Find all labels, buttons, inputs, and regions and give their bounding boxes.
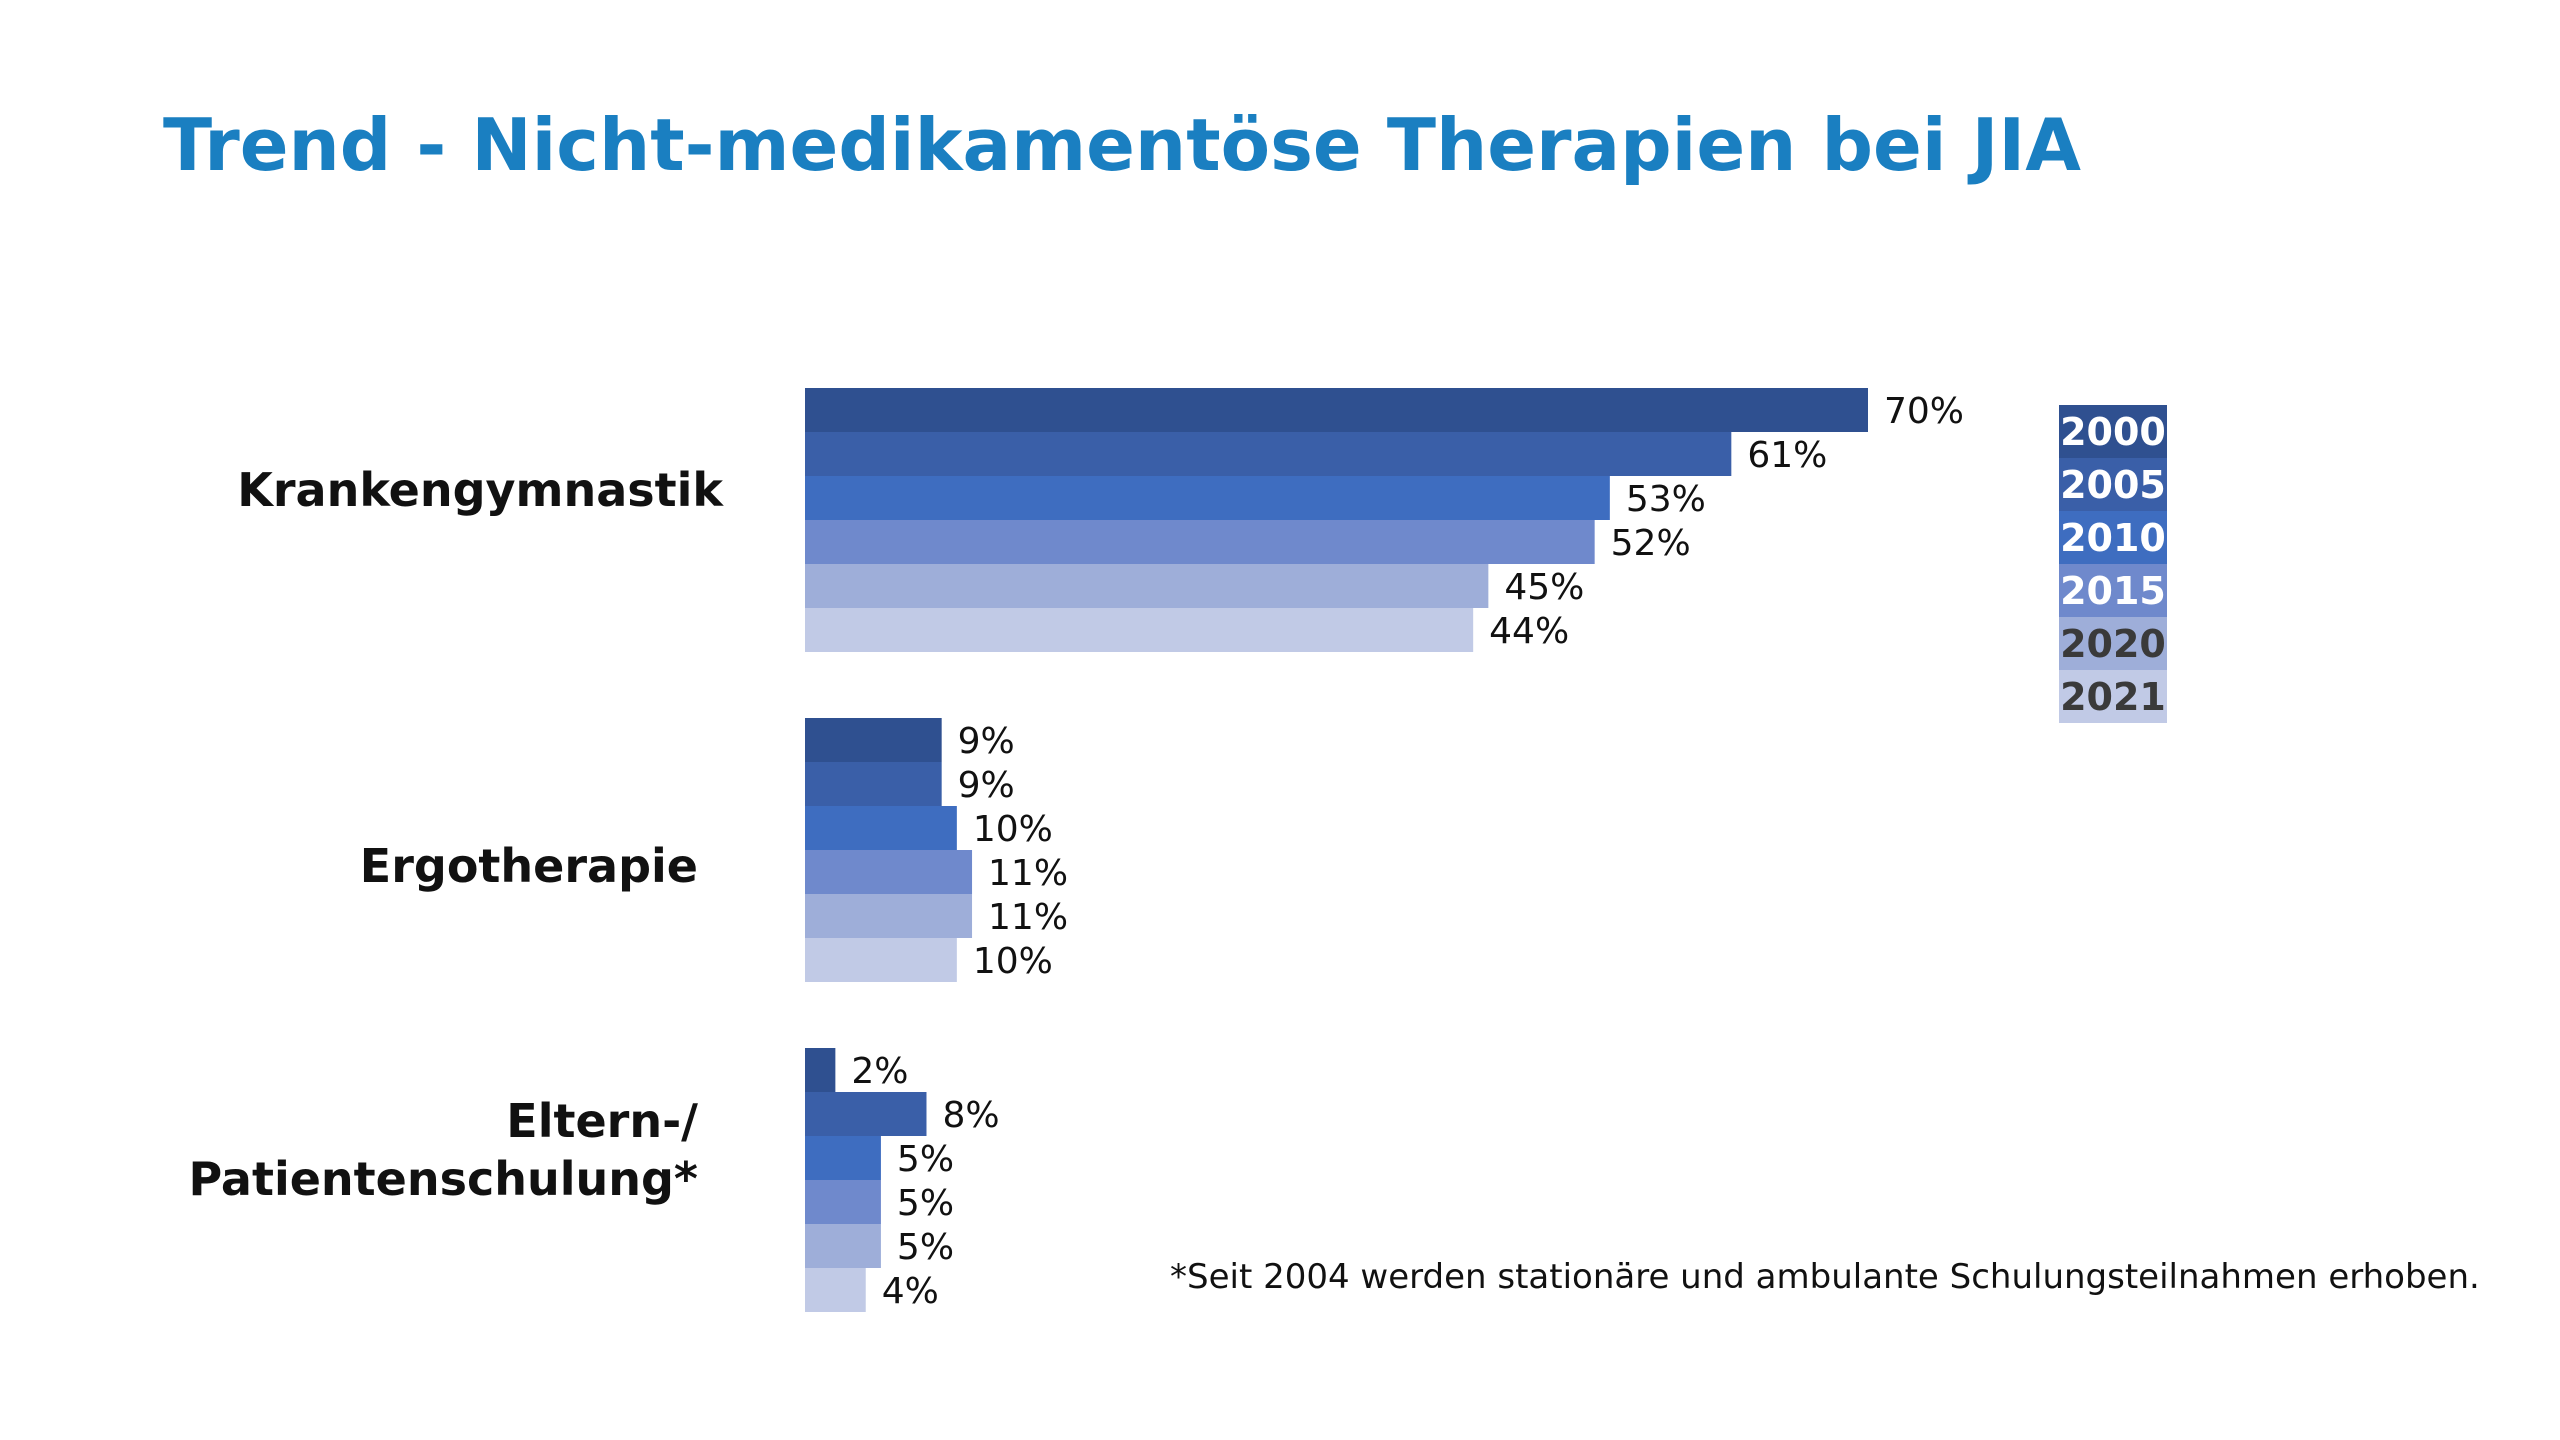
- bar-2015-1: [805, 850, 973, 894]
- category-label-line: Patientenschulung*: [188, 1151, 698, 1206]
- legend-item-2020: 2020: [2059, 617, 2167, 670]
- data-label-2020-1: 11%: [988, 897, 1068, 938]
- data-label-2010-1: 10%: [973, 809, 1053, 850]
- bar-2005-0: [805, 432, 1732, 476]
- bar-2015-2: [805, 1180, 881, 1224]
- bar-2010-2: [805, 1136, 881, 1180]
- bar-2020-0: [805, 564, 1489, 608]
- data-label-2020-0: 45%: [1504, 567, 1584, 608]
- bar-2020-2: [805, 1224, 881, 1268]
- bar-2021-1: [805, 938, 957, 982]
- bar-2005-1: [805, 762, 942, 806]
- bar-2000-1: [805, 718, 942, 762]
- data-label-2021-0: 44%: [1489, 611, 1569, 652]
- legend-item-2010: 2010: [2059, 511, 2167, 564]
- data-label-2005-0: 61%: [1747, 435, 1827, 476]
- data-label-2010-2: 5%: [897, 1139, 954, 1180]
- category-label-line: Krankengymnastik: [237, 463, 723, 517]
- category-label-line: Eltern-/: [506, 1094, 698, 1148]
- chart-title: Trend - Nicht-medikamentöse Therapien be…: [163, 103, 2081, 187]
- data-label-2005-1: 9%: [958, 765, 1015, 806]
- data-label-2021-1: 10%: [973, 941, 1053, 982]
- category-label-line: Ergotherapie: [359, 839, 698, 893]
- bar-2000-0: [805, 388, 1868, 432]
- bar-2021-2: [805, 1268, 866, 1312]
- data-label-2015-0: 52%: [1611, 523, 1691, 564]
- bar-2010-0: [805, 476, 1610, 520]
- legend-item-2005: 2005: [2059, 458, 2167, 511]
- legend-item-2015: 2015: [2059, 564, 2167, 617]
- category-label: Krankengymnastik: [237, 462, 723, 520]
- legend: 2000 2005 2010 2015 2020 2021: [2059, 405, 2167, 723]
- category-label: Ergotherapie: [360, 838, 698, 896]
- data-label-2021-2: 4%: [882, 1271, 939, 1312]
- bar-2005-2: [805, 1092, 927, 1136]
- data-label-2015-1: 11%: [988, 853, 1068, 894]
- data-label-2000-0: 70%: [1884, 391, 1964, 432]
- data-label-2020-2: 5%: [897, 1227, 954, 1268]
- bar-2010-1: [805, 806, 957, 850]
- bar-2015-0: [805, 520, 1595, 564]
- bar-2020-1: [805, 894, 973, 938]
- data-label-2005-2: 8%: [942, 1095, 999, 1136]
- legend-item-2021: 2021: [2059, 670, 2167, 723]
- bar-2021-0: [805, 608, 1474, 652]
- data-label-2000-1: 9%: [958, 721, 1015, 762]
- data-label-2000-2: 2%: [851, 1051, 908, 1092]
- footnote: *Seit 2004 werden stationäre und ambulan…: [1170, 1257, 2480, 1297]
- category-label: Eltern-/Patientenschulung*: [188, 1093, 698, 1208]
- data-label-2010-0: 53%: [1626, 479, 1706, 520]
- legend-item-2000: 2000: [2059, 405, 2167, 458]
- data-label-2015-2: 5%: [897, 1183, 954, 1224]
- bar-2000-2: [805, 1048, 836, 1092]
